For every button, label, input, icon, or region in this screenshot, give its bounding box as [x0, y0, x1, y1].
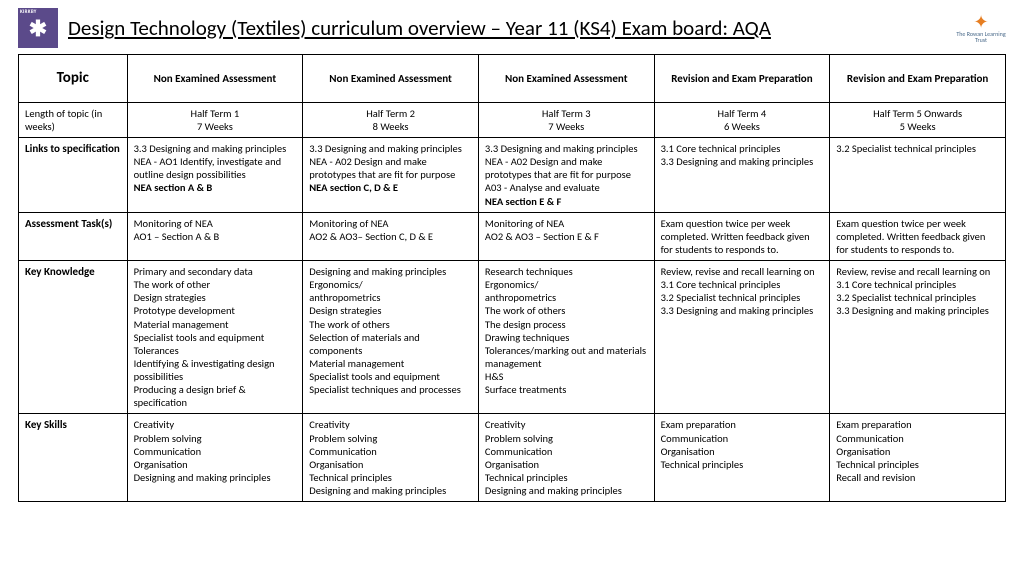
trust-logo-text: The Rowan Learning Trust	[956, 31, 1006, 43]
col-topic: Topic	[19, 55, 128, 103]
col-nea-1: Non Examined Assessment	[127, 55, 303, 103]
cell: 3.1 Core technical principles3.3 Designi…	[654, 138, 830, 213]
cell: Monitoring of NEAAO1 – Section A & B	[127, 212, 303, 260]
col-revision-2: Revision and Exam Preparation	[830, 55, 1006, 103]
cell: Exam preparationCommunicationOrganisatio…	[654, 414, 830, 502]
cell: Designing and making principlesErgonomic…	[303, 261, 479, 414]
cell: Half Term 5 Onwards5 Weeks	[830, 102, 1006, 137]
cell: 3.2 Specialist technical principles	[830, 138, 1006, 213]
cell: Review, revise and recall learning on3.1…	[654, 261, 830, 414]
table-header-row: Topic Non Examined Assessment Non Examin…	[19, 55, 1006, 103]
col-nea-3: Non Examined Assessment	[478, 55, 654, 103]
row-label-assessment: Assessment Task(s)	[19, 212, 128, 260]
cell: Half Term 28 Weeks	[303, 102, 479, 137]
row-assessment: Assessment Task(s) Monitoring of NEAAO1 …	[19, 212, 1006, 260]
cell: Monitoring of NEAAO2 & AO3 – Section E &…	[478, 212, 654, 260]
col-nea-2: Non Examined Assessment	[303, 55, 479, 103]
cell: Half Term 37 Weeks	[478, 102, 654, 137]
cell: Exam preparationCommunicationOrganisatio…	[830, 414, 1006, 502]
cell: Review, revise and recall learning on3.1…	[830, 261, 1006, 414]
trust-logo-icon: ✦ The Rowan Learning Trust	[956, 10, 1006, 46]
row-length: Length of topic (in weeks) Half Term 17 …	[19, 102, 1006, 137]
cell: 3.3 Designing and making principlesNEA -…	[478, 138, 654, 213]
cell: 3.3 Designing and making principlesNEA -…	[303, 138, 479, 213]
row-label-knowledge: Key Knowledge	[19, 261, 128, 414]
page-title: Design Technology (Textiles) curriculum …	[68, 15, 946, 41]
cell: Primary and secondary dataThe work of ot…	[127, 261, 303, 414]
school-logo-icon: ✱	[18, 8, 58, 48]
cell: CreativityProblem solvingCommunicationOr…	[303, 414, 479, 502]
cell: Half Term 17 Weeks	[127, 102, 303, 137]
cell: Research techniquesErgonomics/anthropome…	[478, 261, 654, 414]
cell: Exam question twice per week completed. …	[654, 212, 830, 260]
cell: Monitoring of NEAAO2 & AO3– Section C, D…	[303, 212, 479, 260]
row-skills: Key Skills CreativityProblem solvingComm…	[19, 414, 1006, 502]
cell: CreativityProblem solvingCommunicationOr…	[478, 414, 654, 502]
cell: CreativityProblem solvingCommunicationOr…	[127, 414, 303, 502]
cell: 3.3 Designing and making principlesNEA -…	[127, 138, 303, 213]
curriculum-table: Topic Non Examined Assessment Non Examin…	[18, 54, 1006, 502]
page-header: ✱ Design Technology (Textiles) curriculu…	[18, 8, 1006, 48]
row-label-links: Links to specification	[19, 138, 128, 213]
row-links: Links to specification 3.3 Designing and…	[19, 138, 1006, 213]
row-label-length: Length of topic (in weeks)	[19, 102, 128, 137]
row-label-skills: Key Skills	[19, 414, 128, 502]
col-revision-1: Revision and Exam Preparation	[654, 55, 830, 103]
cell: Half Term 46 Weeks	[654, 102, 830, 137]
cell: Exam question twice per week completed. …	[830, 212, 1006, 260]
row-knowledge: Key Knowledge Primary and secondary data…	[19, 261, 1006, 414]
